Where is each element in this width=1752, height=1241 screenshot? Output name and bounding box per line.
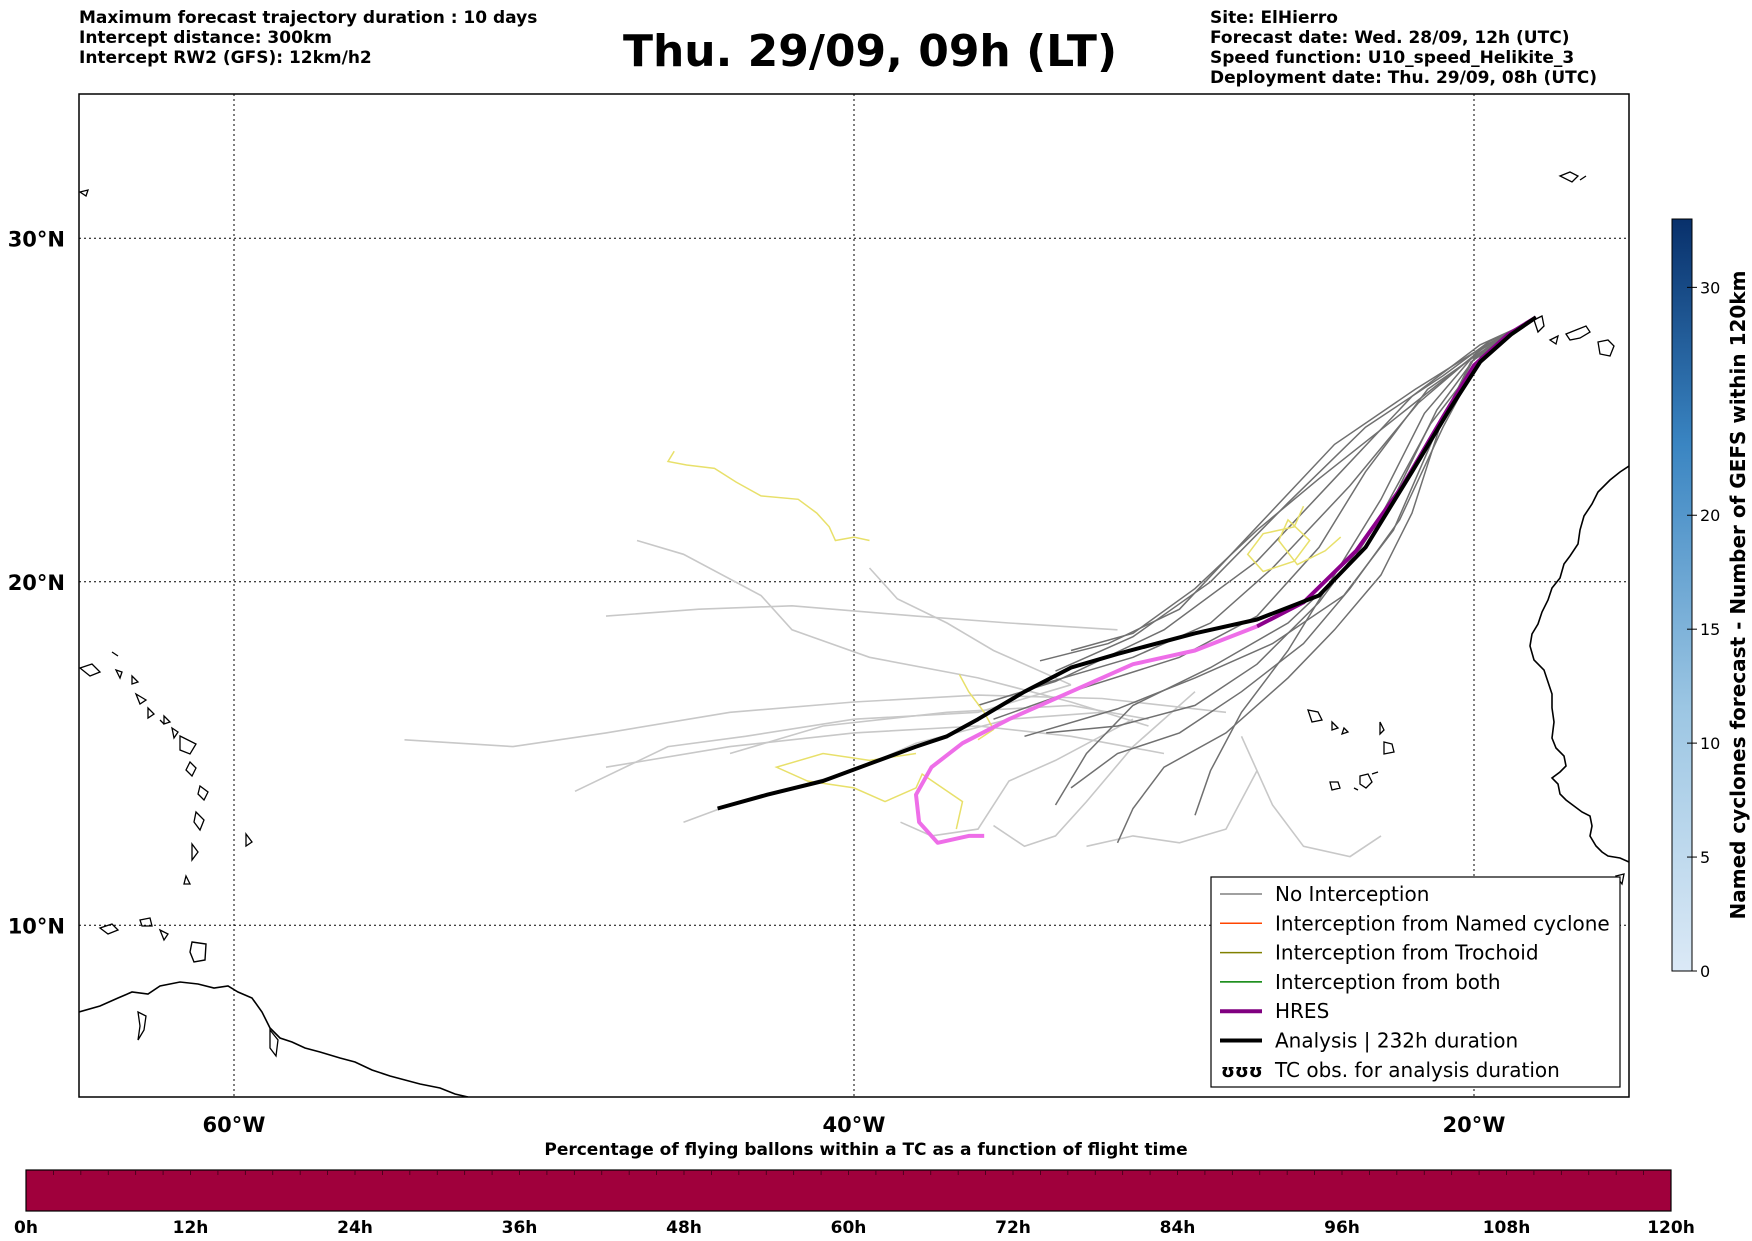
gefs-light-track [605, 604, 1118, 631]
coastlines [79, 171, 1629, 1097]
yellow-track [666, 450, 870, 542]
legend-label: Interception from Trochoid [1275, 941, 1539, 965]
colorbar-bottom-tick-label: 120h [1647, 1218, 1695, 1238]
colorbar-bottom-tick-label: 24h [337, 1218, 373, 1238]
gefs-light-track [729, 704, 1149, 755]
coast-lesser-antilles [79, 663, 253, 885]
lat-tick-label: 30°N [8, 227, 65, 251]
coast-south-america [79, 981, 469, 1097]
coast-canary-islands [1533, 171, 1625, 886]
lat-tick-label: 20°N [8, 571, 65, 595]
legend-label: TC obs. for analysis duration [1274, 1058, 1560, 1082]
gefs-track [1024, 320, 1534, 738]
coast-africa [1529, 465, 1629, 863]
gefs-light-track [868, 567, 1072, 686]
yellow-track [958, 674, 995, 741]
colorbar-bottom-tick-label: 48h [666, 1218, 702, 1238]
header-forecast-date: Forecast date: Wed. 28/09, 12h (UTC) [1210, 28, 1570, 48]
hres-track-late [914, 624, 1258, 845]
colorbar-right-bar [1671, 218, 1693, 972]
coast-cape-verde [1307, 709, 1395, 791]
colorbar-right: 0 5 10 15 20 30 Named cyclones forecast - Num… [1671, 218, 1750, 981]
gefs-light-track [1240, 735, 1382, 858]
colorbar-right-label: Named cyclones forecast - Number of GEFS… [1726, 271, 1750, 920]
colorbar-bottom-bar [25, 1169, 1672, 1212]
lon-tick-label: 40°W [823, 1113, 886, 1137]
legend-label: Interception from both [1275, 970, 1501, 994]
colorbar-bottom-title: Percentage of flying ballons within a TC… [544, 1140, 1187, 1160]
yellow-tracks [666, 450, 1342, 830]
coast-small-islands [79, 189, 165, 725]
gefs-light-track [993, 691, 1196, 848]
colorbar-right-tick-label: 10 [1700, 734, 1720, 753]
colorbar-right-tick-label: 20 [1700, 506, 1720, 525]
legend-box [1210, 876, 1621, 1088]
colorbar-bottom-tick-label: 12h [173, 1218, 209, 1238]
gefs-light-track [605, 725, 1165, 768]
gefs-track [1039, 320, 1534, 662]
page-title: Thu. 29/09, 09h (LT) [622, 26, 1118, 77]
colorbar-bottom-tick-label: 36h [502, 1218, 538, 1238]
colorbar-bottom: Percentage of flying ballons within a TC… [14, 1140, 1695, 1238]
header-right: Site: ElHierro Forecast date: Wed. 28/09… [1210, 8, 1597, 88]
colorbar-right-tick-label: 5 [1700, 848, 1710, 867]
gefs-track [1194, 320, 1534, 816]
header-duration: Maximum forecast trajectory duration : 1… [79, 8, 538, 28]
colorbar-bottom-tick-label: 96h [1324, 1218, 1360, 1238]
header-speed-function: Speed function: U10_speed_Helikite_3 [1210, 48, 1575, 68]
colorbar-right-tick-label: 15 [1700, 620, 1720, 639]
lon-tick-label: 20°W [1443, 1113, 1506, 1137]
longitude-tick-labels: 60°W 40°W 20°W [203, 1113, 1506, 1137]
colorbar-right-tick-label: 30 [1700, 278, 1720, 297]
lon-tick-label: 60°W [203, 1113, 266, 1137]
gefs-light-tracks [404, 539, 1382, 858]
gefs-no-interception-tracks [977, 320, 1534, 844]
header-intercept-distance: Intercept distance: 300km [79, 28, 332, 48]
header-deployment-date: Deployment date: Thu. 29/09, 08h (UTC) [1210, 68, 1597, 88]
colorbar-right-tick-label: 0 [1700, 962, 1710, 981]
legend-label: No Interception [1275, 882, 1429, 906]
header-intercept-rw2: Intercept RW2 (GFS): 12km/h2 [79, 48, 372, 68]
analysis-track [717, 315, 1538, 811]
yellow-track [774, 752, 964, 830]
colorbar-bottom-tick-label: 108h [1483, 1218, 1531, 1238]
gefs-track [977, 320, 1534, 707]
coast-trinidad [189, 941, 207, 963]
gefs-light-track [900, 718, 1134, 837]
lat-tick-label: 10°N [8, 914, 65, 938]
legend-label: Interception from Named cyclone [1275, 911, 1610, 935]
map-frame [78, 93, 1630, 1098]
latitude-tick-labels: 30°N 20°N 10°N [8, 227, 65, 938]
header-left: Maximum forecast trajectory duration : 1… [79, 8, 537, 68]
header-site: Site: ElHierro [1210, 8, 1338, 28]
coast-venezuela-islands [98, 917, 279, 1058]
yellow-track [1246, 505, 1342, 573]
colorbar-bottom-tick-label: 84h [1160, 1218, 1196, 1238]
gefs-light-track [1086, 770, 1258, 848]
gefs-light-track [404, 694, 1227, 748]
legend-label: Analysis | 232h duration [1275, 1029, 1518, 1053]
colorbar-bottom-tick-label: 0h [14, 1218, 38, 1238]
legend-label: HRES [1275, 999, 1329, 1023]
legend-symbol-tc-obs: ʊʊʊ [1221, 1061, 1263, 1082]
colorbar-bottom-tick-label: 60h [831, 1218, 867, 1238]
colorbar-bottom-tick-label: 72h [995, 1218, 1031, 1238]
legend: No Interception Interception from Named c… [1210, 876, 1621, 1088]
